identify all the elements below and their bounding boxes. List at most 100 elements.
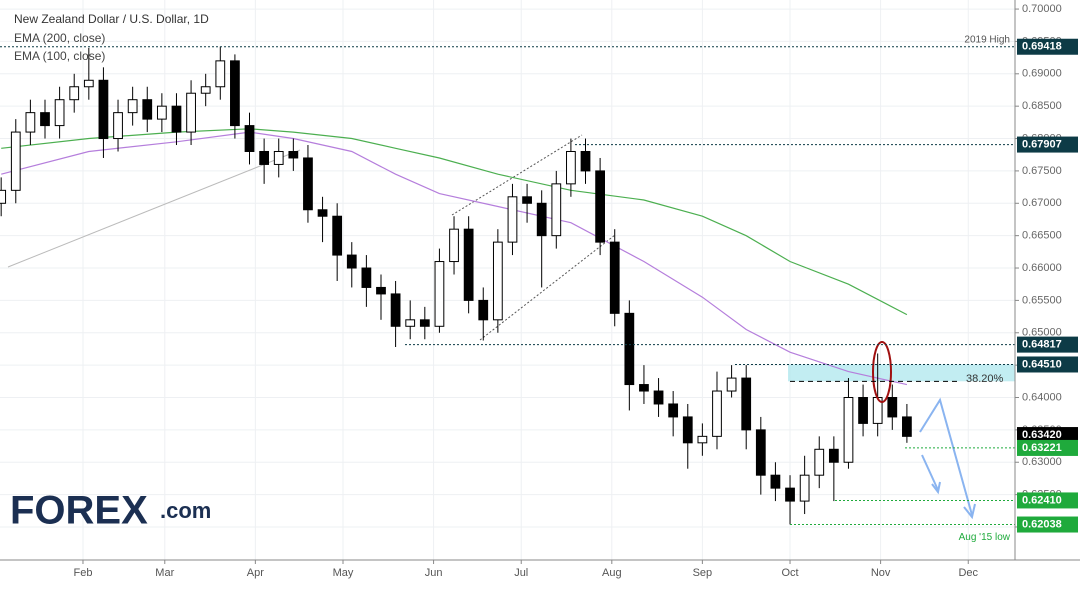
candle-body [405,319,416,327]
candle-body [186,92,196,133]
candle-body [83,79,94,88]
y-tick-label: 0.68500 [1022,100,1062,112]
logo-suffix: .com [160,498,211,523]
candle-body [492,241,503,321]
candle-body [10,131,21,191]
candle-body [478,299,489,321]
y-tick-label: 0.67000 [1022,197,1062,209]
y-tick-label: 0.69000 [1022,68,1062,80]
price-label: 0.67907 [1022,138,1062,150]
candle-body [463,228,474,301]
price-label: 0.63221 [1022,442,1062,454]
arrow-head [931,481,941,495]
candle-body [449,228,459,263]
candle-body [887,397,898,418]
fib-label: 38.20% [966,373,1004,385]
candle-body [346,254,357,269]
candle-body [259,150,270,165]
candle-body [770,474,781,489]
annotations: 38.20% 2019 High Aug '15 low [0,34,1015,543]
candle-body [317,209,328,217]
candle-body [668,403,679,418]
price-label: 0.69418 [1022,41,1062,53]
candle-body [127,99,138,114]
trend-line [7,149,301,268]
candle-body [244,125,255,152]
y-tick-label: 0.65500 [1022,294,1062,306]
price-label-bg [1017,356,1078,373]
candle-body [40,112,50,127]
candle-body [624,312,635,386]
price-label-bg [1017,427,1078,444]
candle-body [536,202,547,237]
candle-body [566,150,576,185]
y-tick-label: 0.70000 [1022,3,1062,15]
x-tick-label: Jun [425,567,443,579]
candle-body [361,267,372,288]
candle-body [303,157,313,211]
candle-body [54,99,65,127]
candle-body [419,319,430,327]
candle-body [273,150,284,165]
candle-body [858,397,868,424]
x-tick-label: Apr [247,567,264,579]
price-label-bg [1017,516,1078,533]
price-label: 0.62038 [1022,518,1062,530]
candle-body [390,293,401,327]
candle-body [697,435,708,444]
price-label: 0.62410 [1022,494,1062,506]
candle-body [332,215,343,256]
price-label-bg [1017,136,1078,153]
channel-bottom [479,234,616,341]
price-label-bg [1017,336,1078,353]
y-tick-label: 0.65000 [1022,327,1062,339]
level-note: Aug '15 low [959,532,1011,543]
x-tick-label: May [333,567,354,579]
resistance-zone [788,364,1015,382]
candle-body [682,416,693,444]
candle-body [156,105,167,120]
ema-line [1,131,908,386]
x-tick-label: Dec [958,567,978,579]
candle-body [785,487,795,502]
level-note: 2019 High [964,34,1010,45]
price-label: 0.64510 [1022,358,1062,370]
candle-body [799,474,810,502]
x-tick-label: Oct [781,567,798,579]
logo-brand: FOREX [10,489,148,533]
candle-body [843,397,854,463]
candle-body [902,416,912,437]
price-label-bg [1017,492,1078,509]
chart-title: New Zealand Dollar / U.S. Dollar, 1D [14,12,209,26]
legend-entry: EMA (200, close) [14,31,105,45]
candle-body [639,384,649,392]
candle-body [580,150,591,172]
projection-arrow [919,397,973,516]
candle-body [814,448,825,476]
arrow-head [963,503,976,520]
candle-body [522,196,532,204]
price-label: 0.63420 [1022,429,1062,441]
candle-body [69,86,80,101]
candle-body [726,377,737,392]
x-tick-label: Jul [514,567,528,579]
candle-body [755,429,766,476]
candle-body [215,60,226,88]
y-tick-label: 0.66000 [1022,262,1062,274]
candle-body [434,261,445,327]
axis-labels: 0.620000.625000.630000.635000.640000.645… [73,3,1078,579]
candle-body [653,390,664,405]
grid [0,0,1015,560]
candle-body [551,183,562,237]
x-tick-label: Feb [73,567,92,579]
x-tick-label: Mar [155,567,174,579]
candle-body [200,86,211,94]
price-label: 0.64817 [1022,339,1062,351]
candle-body [609,241,620,314]
candle-body [0,189,7,204]
plot [0,46,912,525]
candle-body [712,390,722,437]
legend-entry: EMA (100, close) [14,49,105,63]
y-tick-label: 0.63000 [1022,456,1062,468]
